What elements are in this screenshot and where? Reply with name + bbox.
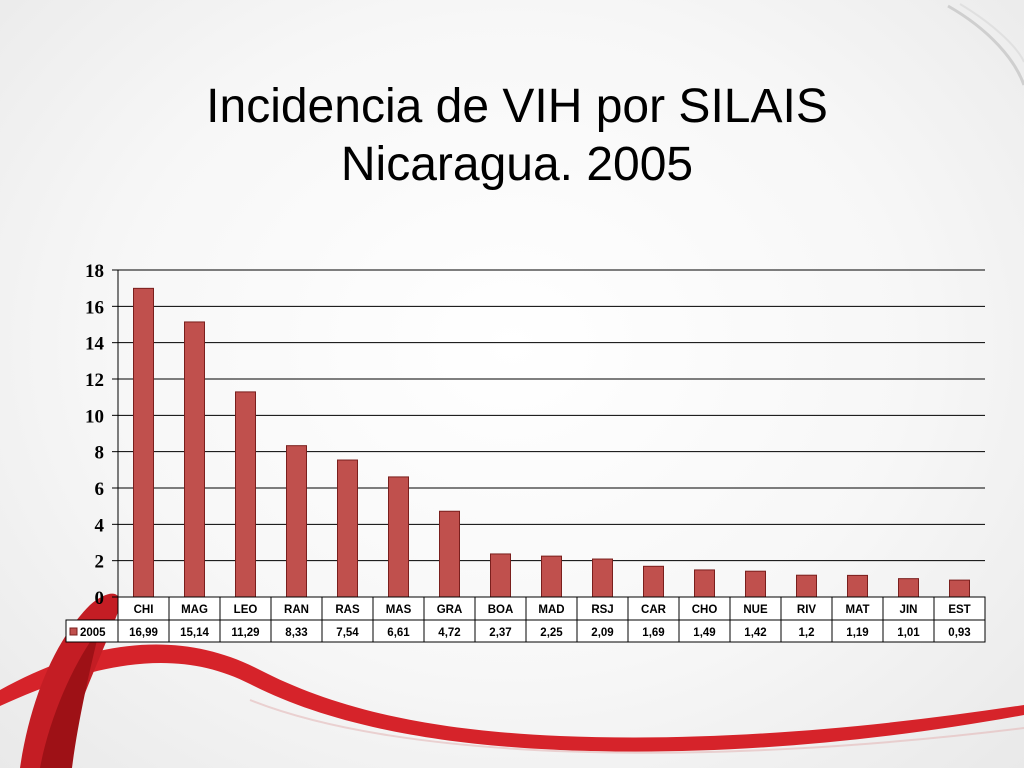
- bar-CHO: [694, 569, 715, 598]
- legend-cell: [65, 619, 119, 643]
- slide-title: Incidencia de VIH por SILAIS Nicaragua. …: [112, 78, 922, 194]
- bar-CHI: [133, 287, 154, 598]
- bar-MAG: [184, 321, 205, 598]
- category-label: MAG: [181, 604, 208, 616]
- category-label: RAN: [284, 604, 309, 616]
- title-line-2: Nicaragua. 2005: [340, 138, 694, 191]
- y-axis-ticks: 0 2 4 6 8 10 12 14 16 18: [85, 261, 119, 609]
- bar-RIV: [796, 574, 817, 598]
- ribbon-shadow: [249, 699, 1024, 754]
- category-label: BOA: [488, 604, 514, 616]
- category-label: RAS: [335, 604, 360, 616]
- category-label: CHO: [692, 604, 718, 616]
- ribbon-long-swoosh: [0, 644, 1024, 752]
- bar-MAT: [847, 574, 868, 598]
- bar-EST: [949, 579, 970, 598]
- value-label: 1,69: [642, 627, 664, 639]
- category-label: GRA: [437, 604, 463, 616]
- value-label: 1,01: [897, 627, 920, 639]
- bars: [133, 287, 970, 598]
- legend-series-name: 2005: [80, 627, 106, 639]
- value-label: 2,25: [540, 627, 563, 639]
- ytick-label: 0: [95, 588, 105, 609]
- bar-RAN: [286, 445, 307, 598]
- category-label: MAS: [386, 604, 412, 616]
- category-label: RIV: [797, 604, 817, 616]
- legend-swatch: [69, 627, 78, 636]
- value-label: 8,33: [285, 627, 307, 639]
- ytick-label: 6: [95, 479, 105, 500]
- category-label: CHI: [134, 604, 154, 616]
- category-label: EST: [948, 604, 970, 616]
- bar-RSJ: [592, 558, 613, 598]
- value-label: 1,49: [693, 627, 715, 639]
- value-label: 4,72: [438, 627, 460, 639]
- value-label: 1,42: [744, 627, 766, 639]
- ytick-label: 10: [85, 406, 104, 427]
- category-label: NUE: [743, 604, 768, 616]
- bar-RAS: [337, 459, 358, 598]
- value-label: 7,54: [336, 627, 359, 639]
- value-label: 2,09: [591, 627, 613, 639]
- bar-LEO: [235, 391, 256, 598]
- ytick-label: 16: [85, 297, 104, 318]
- bar-JIN: [898, 578, 919, 598]
- category-label: LEO: [234, 604, 258, 616]
- value-label: 1,2: [799, 627, 815, 639]
- category-label: RSJ: [591, 604, 613, 616]
- value-label: 6,61: [387, 627, 410, 639]
- ytick-label: 18: [85, 261, 104, 282]
- title-line-1: Incidencia de VIH por SILAIS: [206, 80, 828, 133]
- ytick-label: 14: [85, 334, 105, 355]
- value-label: 16,99: [129, 627, 158, 639]
- value-label: 15,14: [180, 627, 209, 639]
- value-label: 11,29: [231, 627, 259, 639]
- bar-BOA: [490, 553, 511, 598]
- bar-MAS: [388, 476, 409, 598]
- bar-CAR: [643, 565, 664, 598]
- ytick-label: 8: [95, 443, 105, 464]
- value-label: 0,93: [948, 627, 970, 639]
- value-label: 1,19: [846, 627, 868, 639]
- value-label: 2,37: [489, 627, 511, 639]
- ytick-label: 4: [95, 515, 105, 536]
- bar-MAD: [541, 555, 562, 598]
- grey-swoosh-top-right: [947, 4, 1024, 86]
- category-label: MAT: [845, 604, 869, 616]
- grey-swoosh-top-right-2: [959, 3, 1024, 63]
- ribbon-loop-inner: [40, 628, 100, 768]
- bar-GRA: [439, 510, 460, 598]
- category-label: MAD: [538, 604, 564, 616]
- category-label: CAR: [641, 604, 667, 616]
- data-table: CHI 16,99 MAG 15,14 LEO 11,29 RAN 8,33 RAS 7,54 MA…: [65, 596, 986, 643]
- ytick-label: 2: [95, 552, 105, 573]
- bar-NUE: [745, 570, 766, 598]
- ytick-label: 12: [85, 370, 104, 391]
- category-label: JIN: [900, 604, 918, 616]
